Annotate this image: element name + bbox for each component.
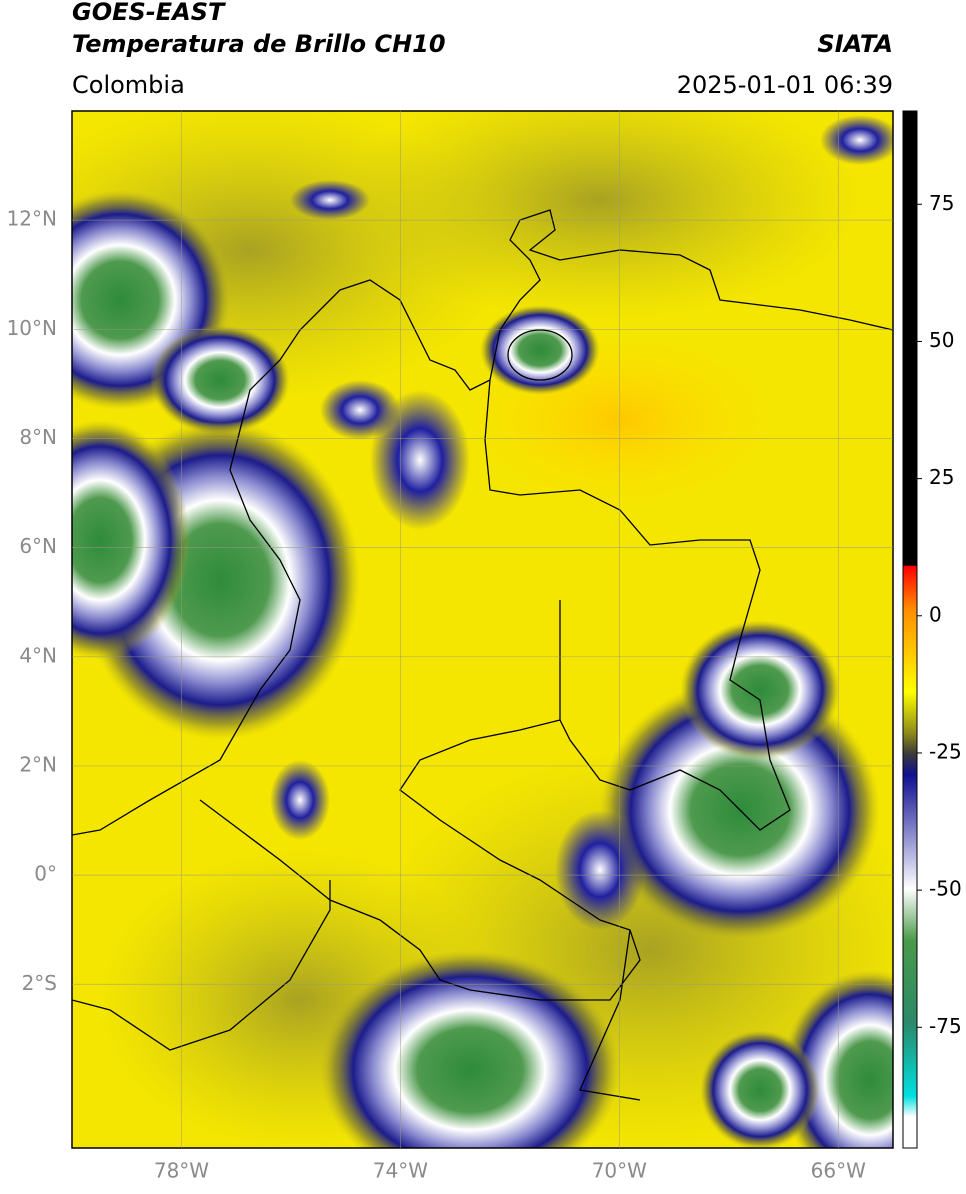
lat-tick-label: 6°N [19, 534, 57, 558]
colorbar-tick-label: -25 [929, 739, 962, 763]
lat-tick-label: 2°S [22, 971, 57, 995]
lon-tick-label: 66°W [811, 1159, 866, 1183]
colorbar [902, 110, 918, 1149]
colorbar-tick-label: -50 [929, 877, 962, 901]
lat-tick-label: 2°N [19, 752, 57, 776]
lat-tick-label: 8°N [19, 425, 57, 449]
satellite-image [72, 111, 893, 1148]
lat-tick-label: 12°N [7, 207, 57, 231]
colorbar-tick-label: -75 [929, 1014, 962, 1038]
colorbar-tick-label: 0 [929, 602, 942, 626]
colorbar-tick-label: 25 [929, 465, 954, 489]
region: Colombia [72, 71, 185, 99]
lat-tick-label: 10°N [7, 316, 57, 340]
colorbar-tick-label: 75 [929, 191, 954, 215]
subtitle: Temperatura de Brillo CH10 [72, 30, 446, 58]
lon-tick-label: 78°W [154, 1159, 209, 1183]
map-frame [71, 110, 894, 1149]
title: GOES-EAST [72, 0, 226, 26]
source: SIATA [817, 30, 893, 58]
lat-tick-label: 0° [34, 862, 57, 886]
lon-tick-label: 74°W [373, 1159, 428, 1183]
timestamp: 2025-01-01 06:39 [677, 71, 893, 99]
lat-tick-label: 4°N [19, 643, 57, 667]
lon-tick-label: 70°W [592, 1159, 647, 1183]
colorbar-tick-label: 50 [929, 328, 954, 352]
